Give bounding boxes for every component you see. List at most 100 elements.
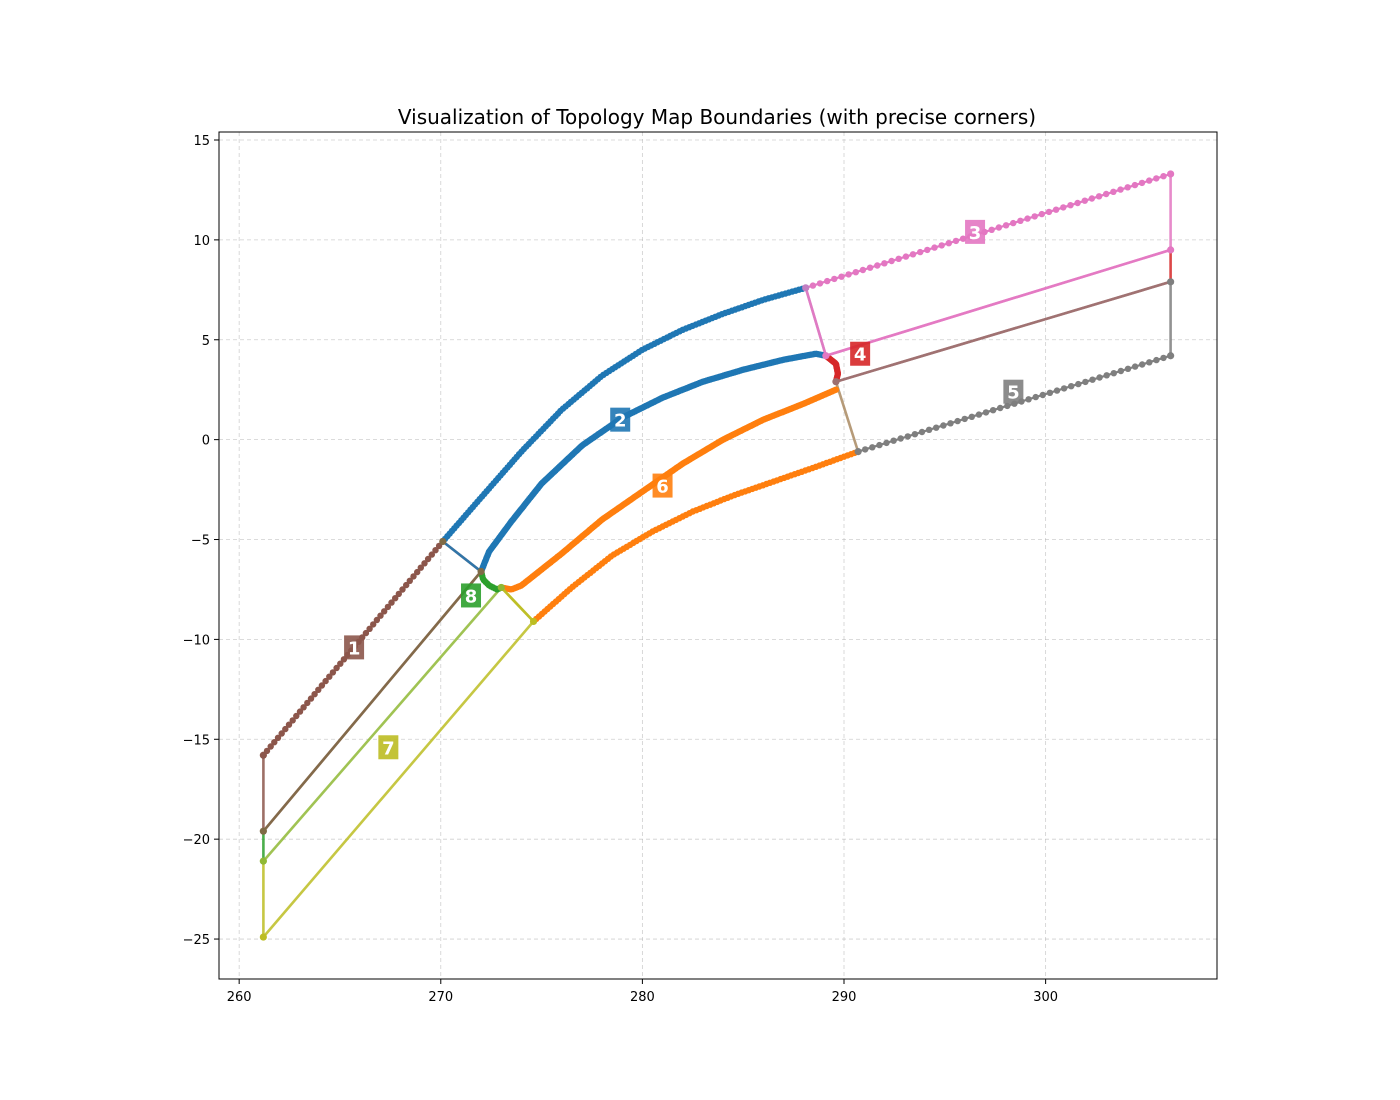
region-3-label: 3 bbox=[969, 223, 982, 244]
region-1-boundary-point bbox=[432, 547, 439, 554]
region-1-label: 1 bbox=[348, 638, 361, 659]
region-3-boundary-point bbox=[959, 235, 967, 242]
region-3-boundary-point bbox=[1052, 206, 1060, 213]
region-5-boundary-line bbox=[834, 381, 860, 452]
region-1-boundary-point bbox=[395, 590, 402, 598]
region-3-boundary-point bbox=[809, 282, 817, 289]
region-5-boundary-point bbox=[1131, 363, 1139, 370]
region-5-boundary-point bbox=[918, 428, 926, 436]
region-5-boundary-point bbox=[982, 409, 990, 416]
region-3-boundary-point bbox=[1103, 190, 1110, 198]
region-1-boundary-point bbox=[403, 581, 410, 589]
region-3-label-box bbox=[965, 219, 986, 244]
region-3-boundary-point bbox=[931, 244, 938, 251]
region-5-label: 5 bbox=[1007, 383, 1020, 404]
region-3-boundary-point bbox=[1002, 222, 1010, 229]
region-3-boundary-point bbox=[874, 262, 881, 269]
region-3-boundary-point bbox=[952, 237, 960, 245]
region-5-boundary-point bbox=[997, 404, 1004, 412]
region-5-boundary-point bbox=[1039, 391, 1047, 399]
region-7-boundaries bbox=[262, 586, 535, 938]
corner-point bbox=[854, 448, 862, 456]
region-1-boundary-point bbox=[399, 586, 406, 593]
region-1-boundary-point bbox=[417, 564, 424, 571]
region-1-boundary-point bbox=[296, 708, 304, 715]
region-5-boundary-point bbox=[1075, 380, 1082, 388]
corner-point bbox=[259, 933, 267, 941]
region-3-boundary-point bbox=[895, 255, 902, 262]
region-5-boundary-point bbox=[954, 417, 961, 425]
corner-point bbox=[1167, 278, 1175, 286]
region-5-boundary-point bbox=[883, 439, 890, 447]
region-5-boundary-point bbox=[1096, 374, 1103, 381]
y-tick-label: −10 bbox=[183, 633, 210, 648]
region-5-boundary-point bbox=[869, 444, 876, 451]
region-5-boundary-point bbox=[1139, 361, 1146, 368]
x-tick-label: 260 bbox=[227, 990, 252, 1005]
region-3-boundary-line bbox=[805, 172, 1171, 289]
region-3-boundary-point bbox=[1138, 179, 1146, 187]
region-5-boundary-point bbox=[1032, 393, 1039, 401]
region-2-label-box bbox=[610, 407, 631, 432]
region-3-boundary-line bbox=[804, 287, 828, 357]
region-5-boundary-point bbox=[1053, 387, 1061, 394]
region-1-boundary-point bbox=[428, 551, 435, 558]
region-4-label-box bbox=[850, 341, 871, 366]
region-3-boundary-point bbox=[1045, 208, 1053, 216]
region-8-label-box bbox=[461, 583, 482, 608]
region-3-boundary-point bbox=[995, 224, 1003, 231]
region-label-layer: 1 2 3 4 5 6 7 8 bbox=[344, 219, 1024, 760]
corner-point bbox=[1167, 246, 1175, 254]
region-5-boundary-point bbox=[925, 426, 933, 433]
region-5-boundary-line bbox=[835, 280, 1171, 383]
region-1-boundary-point bbox=[373, 616, 381, 624]
region-5-boundary-point bbox=[1124, 365, 1132, 372]
corner-point bbox=[259, 751, 267, 759]
region-1-boundary-point bbox=[322, 677, 329, 685]
region-4-boundary-line bbox=[825, 248, 1171, 357]
region-5-boundary-point bbox=[1082, 378, 1089, 386]
region-5-boundary-point bbox=[1146, 359, 1153, 366]
region-3-boundary-point bbox=[917, 248, 924, 256]
region-3-boundary-point bbox=[888, 257, 895, 265]
region-3-boundary-point bbox=[1081, 197, 1089, 204]
region-2-label: 2 bbox=[614, 411, 627, 432]
region-3-boundary-point bbox=[1117, 186, 1124, 193]
region-5-label-box bbox=[1003, 379, 1024, 404]
region-7-boundary-line bbox=[262, 620, 535, 938]
region-3-boundary-point bbox=[845, 271, 852, 278]
region-3-boundary-point bbox=[1095, 193, 1103, 200]
region-1-boundary-point bbox=[392, 595, 399, 602]
region-5-boundary-point bbox=[1153, 356, 1160, 364]
region-5-boundary-point bbox=[904, 433, 911, 440]
region-1-boundary-point bbox=[410, 573, 417, 580]
region-3-boundary-point bbox=[902, 253, 910, 260]
region-5-boundary-point bbox=[1068, 383, 1075, 390]
region-1-boundary-point bbox=[424, 555, 432, 563]
region-1-boundary-point bbox=[285, 721, 293, 728]
region-3-boundary-point bbox=[838, 273, 845, 280]
region-3-boundary-point bbox=[1074, 199, 1081, 207]
region-3-boundary-point bbox=[1153, 175, 1160, 182]
region-3-boundary-point bbox=[1131, 181, 1139, 189]
region-1-boundary-point bbox=[307, 695, 315, 702]
region-7-boundary-line bbox=[500, 586, 535, 623]
region-1-boundary-point bbox=[289, 717, 296, 724]
region-1-boundary-point bbox=[274, 734, 282, 741]
region-2-boundaries bbox=[439, 284, 830, 575]
corner-point bbox=[439, 537, 447, 546]
region-1-boundary-point bbox=[414, 568, 421, 576]
region-8-label: 8 bbox=[465, 586, 478, 607]
region-1-boundary-point bbox=[362, 629, 370, 637]
region-1-boundary-point bbox=[406, 577, 413, 584]
region-5-boundary-point bbox=[1089, 376, 1096, 383]
region-5-boundary-point bbox=[989, 407, 997, 414]
y-tick-label: −5 bbox=[191, 534, 210, 549]
region-1-boundary-point bbox=[333, 664, 340, 672]
region-5-boundary-point bbox=[1004, 402, 1011, 410]
corner-point bbox=[802, 284, 810, 292]
y-tick-label: 5 bbox=[202, 334, 210, 349]
region-5-boundary-point bbox=[897, 435, 904, 442]
